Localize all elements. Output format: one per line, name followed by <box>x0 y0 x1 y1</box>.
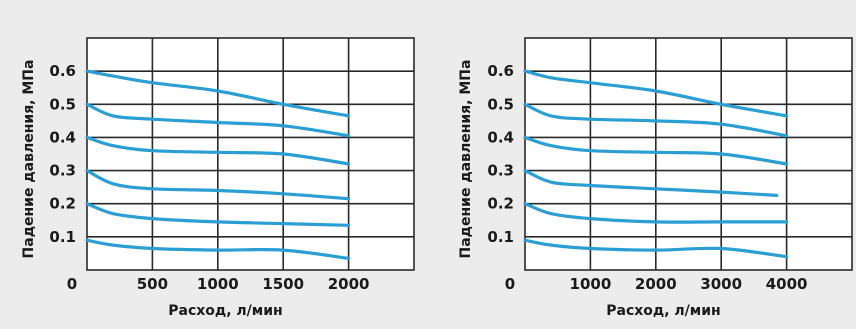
y-tick-label: 0.2 <box>49 195 76 213</box>
y-tick-label: 0.5 <box>49 95 76 113</box>
x-tick-label: 3000 <box>700 275 742 293</box>
series-line-2 <box>523 102 789 138</box>
y-axis-label: Падение давления, МПа <box>458 60 474 259</box>
series-line-5 <box>523 202 789 224</box>
series-line-5 <box>85 202 351 227</box>
y-axis-label: Падение давления, МПа <box>21 60 37 259</box>
plot-frame <box>524 37 853 271</box>
y-tick-label: 0.2 <box>487 195 514 213</box>
origin-label: 0 <box>505 275 515 293</box>
y-tick-label: 0.4 <box>487 128 514 146</box>
series-line-3 <box>523 135 789 166</box>
series-line-6 <box>523 238 789 259</box>
x-tick-label: 2000 <box>635 275 677 293</box>
x-tick-label: 1000 <box>197 275 239 293</box>
series-line-1 <box>523 69 789 118</box>
x-tick-label: 1000 <box>570 275 612 293</box>
series-line-4 <box>523 169 779 197</box>
y-tick-label: 0.6 <box>49 62 76 80</box>
x-axis-label: Расход, л/мин <box>606 303 720 319</box>
y-tick-label: 0.5 <box>487 95 514 113</box>
origin-label: 0 <box>67 275 77 293</box>
series-line-2 <box>85 102 351 138</box>
y-tick-label: 0.6 <box>487 62 514 80</box>
series-line-6 <box>85 238 351 260</box>
x-axis-label: Расход, л/мин <box>168 303 282 319</box>
chart-right: 0.1 0.2 0.3 0.4 0.5 0.6 1000 2000 3000 4000 0 Расхо… <box>458 37 853 319</box>
chart-left: 0.1 0.2 0.3 0.4 0.5 0.6 500 1000 1500 2000 0 Расход… <box>21 37 415 319</box>
series-line-1 <box>85 69 351 118</box>
y-tick-label: 0.1 <box>487 228 514 246</box>
x-tick-label: 1500 <box>262 275 304 293</box>
series-line-3 <box>85 135 351 166</box>
plot-frame <box>86 37 415 271</box>
y-tick-label: 0.4 <box>49 128 76 146</box>
x-tick-label: 500 <box>137 275 168 293</box>
series-line-4 <box>85 169 351 201</box>
y-tick-label: 0.3 <box>49 162 76 180</box>
x-tick-label: 4000 <box>766 275 808 293</box>
x-tick-label: 2000 <box>328 275 370 293</box>
y-tick-label: 0.1 <box>49 228 76 246</box>
y-tick-label: 0.3 <box>487 162 514 180</box>
